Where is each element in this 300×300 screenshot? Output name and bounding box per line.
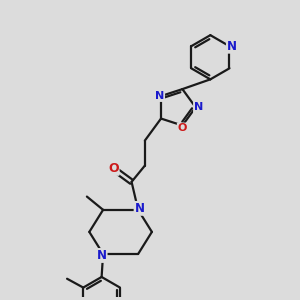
Text: O: O (178, 124, 187, 134)
Text: O: O (108, 162, 119, 175)
Text: N: N (135, 202, 145, 215)
Text: N: N (155, 91, 164, 101)
Text: N: N (194, 102, 203, 112)
Text: N: N (97, 249, 106, 262)
Text: N: N (227, 40, 237, 53)
